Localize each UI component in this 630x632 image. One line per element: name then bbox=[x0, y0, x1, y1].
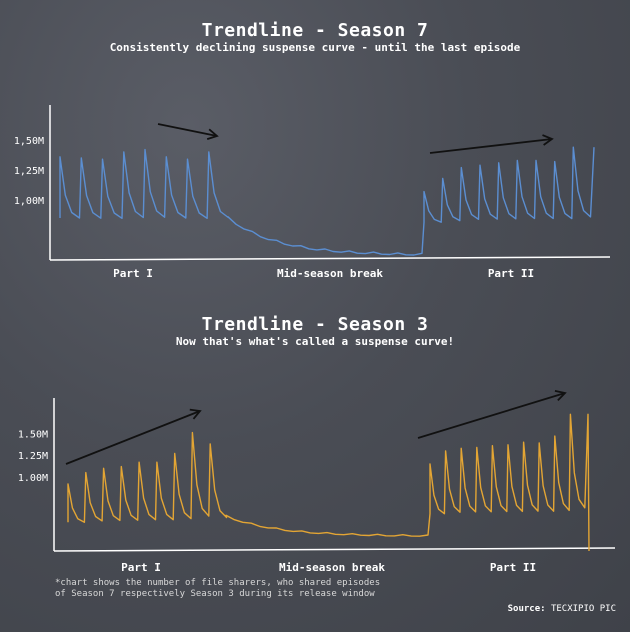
category-label: Part II bbox=[490, 561, 536, 574]
x-axis bbox=[49, 256, 611, 261]
y-tick-label: 1,50M bbox=[14, 136, 44, 147]
category-label: Mid-season break bbox=[277, 267, 383, 280]
chart1-subtitle: Consistently declining suspense curve - … bbox=[109, 41, 521, 54]
chart2-title: Trendline - Season 3 bbox=[201, 314, 429, 335]
y-tick-label: 1,00M bbox=[14, 196, 44, 207]
season3-chart: 1.00M 1.25M 1.50M Part I Mid-season break Par… bbox=[18, 389, 616, 574]
season7-chart: 1,00M 1,25M 1,50M Part I Mid-season break Par… bbox=[14, 105, 611, 280]
y-tick-label: 1.25M bbox=[18, 451, 48, 462]
footnote-line-2: of Season 7 respectively Season 3 during… bbox=[55, 589, 375, 599]
category-label: Part I bbox=[113, 267, 153, 280]
y-tick-label: 1,25M bbox=[14, 166, 44, 177]
trend-arrow bbox=[417, 389, 567, 439]
trend-arrow bbox=[65, 408, 202, 465]
x-axis bbox=[53, 547, 616, 552]
season3-line bbox=[67, 413, 590, 552]
trend-arrow bbox=[429, 134, 554, 154]
category-label: Part II bbox=[488, 267, 534, 280]
source-label: Source: bbox=[507, 604, 546, 614]
footnote-line-1: *chart shows the number of file sharers,… bbox=[55, 578, 381, 588]
source-credit: Source: TECXIPIO PIC bbox=[508, 604, 616, 614]
y-tick-label: 1.50M bbox=[18, 429, 48, 440]
category-label: Mid-season break bbox=[279, 561, 385, 574]
y-tick-label: 1.00M bbox=[18, 473, 48, 484]
footnote: *chart shows the number of file sharers,… bbox=[55, 578, 380, 600]
category-label: Part I bbox=[121, 561, 161, 574]
chart2-subtitle: Now that's what's called a suspense curv… bbox=[175, 335, 455, 348]
season7-line bbox=[59, 146, 595, 256]
source-value: TECXIPIO PIC bbox=[550, 604, 616, 614]
trend-arrow bbox=[157, 123, 219, 140]
chart1-title: Trendline - Season 7 bbox=[201, 20, 429, 41]
